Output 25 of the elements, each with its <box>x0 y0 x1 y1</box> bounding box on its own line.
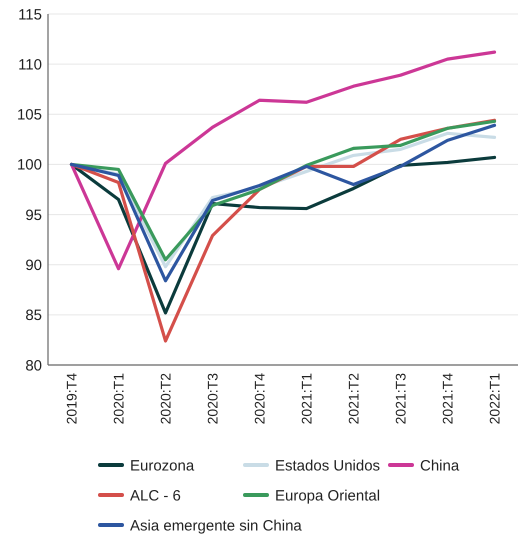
x-tick-label: 2021:T2 <box>346 372 362 424</box>
x-tick-label: 2020:T2 <box>158 372 174 424</box>
y-tick-label: 105 <box>16 106 42 124</box>
y-tick-label: 110 <box>18 56 42 74</box>
x-tick-label: 2022:T1 <box>486 372 502 424</box>
x-tick-label: 2020:T1 <box>110 372 126 424</box>
y-tick-label: 85 <box>25 307 42 324</box>
y-tick-label: 100 <box>16 156 42 174</box>
x-tick-label: 2021:T1 <box>298 372 314 424</box>
legend-label: Asia emergente sin China <box>130 517 302 534</box>
legend-label: China <box>420 457 460 474</box>
y-tick-label: 115 <box>18 6 42 24</box>
legend-label: Europa Oriental <box>275 487 380 504</box>
legend-label: ALC - 6 <box>130 487 181 504</box>
y-tick-label: 80 <box>25 357 42 374</box>
y-tick-label: 90 <box>25 256 42 274</box>
legend-label: Eurozona <box>130 457 195 474</box>
x-tick-label: 2021:T3 <box>392 372 408 424</box>
x-tick-label: 2021:T4 <box>440 372 456 424</box>
line-series <box>70 50 496 270</box>
x-tick-label: 2020:T3 <box>204 372 220 424</box>
x-tick-label: 2020:T4 <box>252 372 268 424</box>
y-tick-label: 95 <box>25 206 42 224</box>
legend-label: Estados Unidos <box>275 457 380 474</box>
x-tick-label: 2019:T4 <box>64 372 80 424</box>
